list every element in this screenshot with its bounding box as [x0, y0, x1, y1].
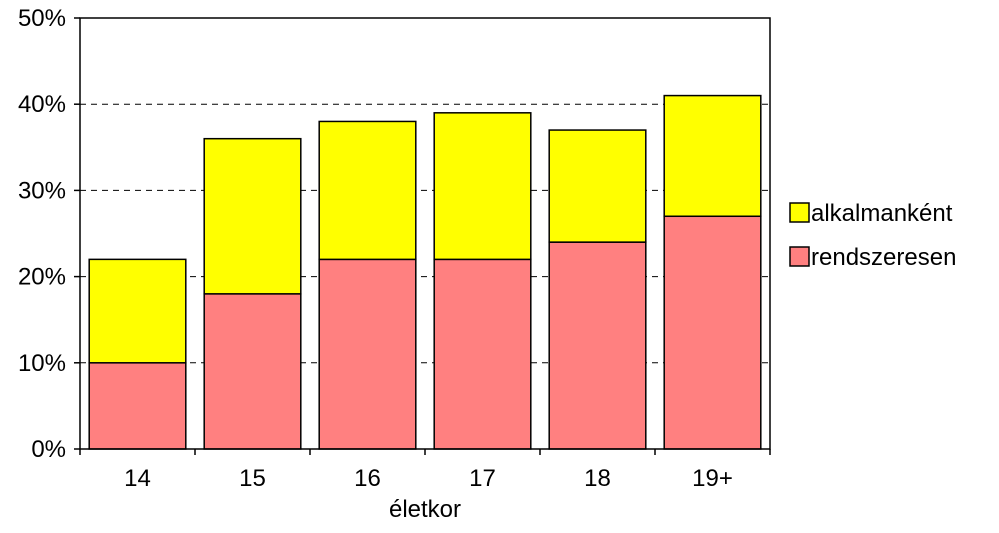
bar-segment-rendszeresen [663, 215, 762, 450]
bar-segment-alkalmanként [203, 137, 302, 295]
bar-segment-rendszeresen [433, 258, 532, 450]
bar-segment-alkalmanként [433, 112, 532, 261]
bar-segment-rendszeresen [318, 258, 417, 450]
legend-swatch [789, 246, 810, 267]
y-tick-label: 10% [18, 350, 66, 377]
y-tick-label: 20% [18, 264, 66, 291]
bar-segment-alkalmanként [88, 258, 187, 364]
y-tick-label: 40% [18, 91, 66, 118]
bar-segment-alkalmanként [548, 129, 647, 243]
x-tick-label: 18 [584, 465, 611, 492]
bar-segment-rendszeresen [88, 362, 187, 450]
bar-segment-rendszeresen [203, 293, 302, 450]
x-tick-label: 14 [124, 465, 151, 492]
bars [88, 94, 762, 450]
x-tick-label: 19+ [692, 465, 733, 492]
y-tick-label: 0% [31, 436, 66, 463]
bar-segment-alkalmanként [663, 94, 762, 218]
legend-label: alkalmanként [811, 200, 953, 227]
gridlines [80, 103, 770, 364]
bar-segment-alkalmanként [318, 120, 417, 261]
x-axis-ticks: 14 15 16 17 18 19+ [79, 449, 771, 492]
x-axis-title: életkor [389, 496, 461, 523]
y-tick-label: 50% [18, 5, 66, 32]
legend: alkalmanként rendszeresen [789, 200, 956, 271]
legend-label: rendszeresen [811, 244, 956, 271]
bar-segment-rendszeresen [548, 241, 647, 450]
y-axis-ticks: 0% 10% 20% 30% 40% 50% [18, 5, 80, 463]
x-tick-label: 15 [239, 465, 266, 492]
legend-swatch [789, 202, 810, 223]
x-tick-label: 16 [354, 465, 381, 492]
y-tick-label: 30% [18, 177, 66, 204]
x-tick-label: 17 [469, 465, 496, 492]
